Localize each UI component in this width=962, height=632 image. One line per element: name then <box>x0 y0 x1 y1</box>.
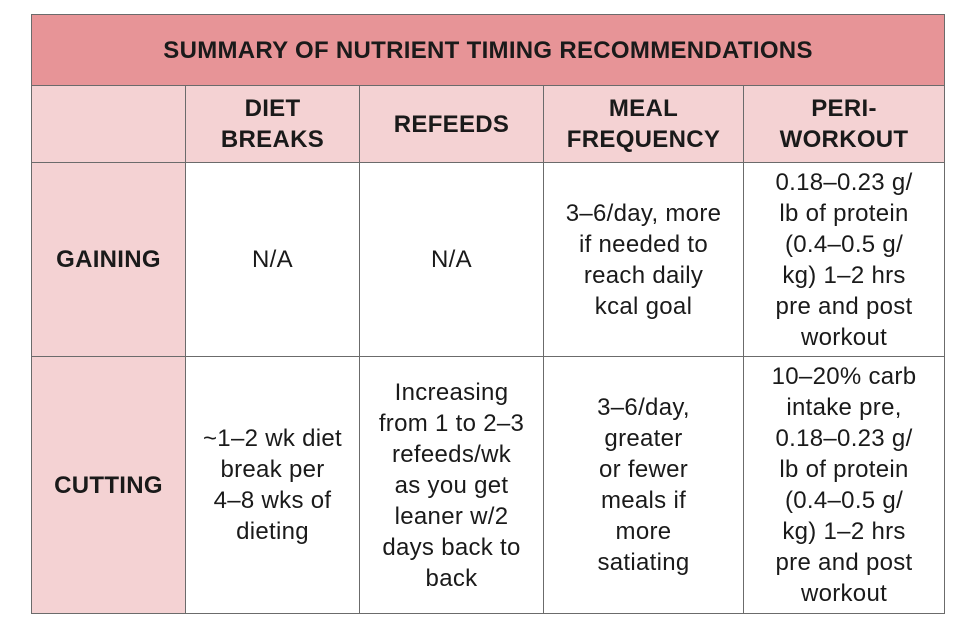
cell-text: kcal goal <box>594 292 693 320</box>
header-row: DIET BREAKS REFEEDS MEAL FREQUENCY PERI-… <box>31 85 946 163</box>
header-diet-breaks: DIET BREAKS <box>185 85 360 163</box>
header-text: REFEEDS <box>393 110 510 138</box>
table-row-cutting: CUTTING ~1–2 wk diet break per 4–8 wks o… <box>31 356 946 614</box>
nutrient-timing-table: SUMMARY OF NUTRIENT TIMING RECOMMENDATIO… <box>30 14 946 614</box>
cell-text: refeeds/wk <box>391 440 512 468</box>
cell-text: meals if <box>600 487 687 514</box>
cell-text: pre and post <box>775 549 913 576</box>
table-row-gaining: GAINING N/A N/A 3–6/day, more if needed … <box>31 162 946 357</box>
header-text: FREQUENCY <box>566 126 721 153</box>
cell-text: from 1 to 2–3 <box>378 409 525 437</box>
cell-text: (0.4–0.5 g/ <box>784 487 904 514</box>
cell-gaining-peri-workout: 0.18–0.23 g/ lb of protein (0.4–0.5 g/ k… <box>742 162 946 357</box>
cell-text: 4–8 wks of <box>213 487 332 514</box>
header-corner <box>31 85 186 163</box>
cell-text: pre and post <box>775 292 913 320</box>
cell-text: N/A <box>431 246 472 273</box>
header-text: MEAL <box>608 95 679 122</box>
cell-text: (0.4–0.5 g/ <box>784 230 904 258</box>
cell-text: more <box>615 518 672 545</box>
cell-text: days back to <box>382 533 521 561</box>
cell-text: as you get <box>394 471 509 499</box>
cell-text: 3–6/day, <box>597 394 690 421</box>
cell-text: if needed to <box>578 230 709 258</box>
cell-text: or fewer <box>598 456 689 483</box>
row-label-gaining: GAINING <box>31 162 186 357</box>
cell-text: kg) 1–2 hrs <box>782 261 906 289</box>
header-peri-workout: PERI- WORKOUT <box>742 85 946 163</box>
cell-cutting-peri-workout: 10–20% carb intake pre, 0.18–0.23 g/ lb … <box>742 356 946 614</box>
cell-text: Increasing <box>394 378 509 406</box>
cell-text: workout <box>800 323 888 351</box>
cell-gaining-meal-frequency: 3–6/day, more if needed to reach daily k… <box>543 162 744 357</box>
cell-text: 0.18–0.23 g/ <box>775 168 913 196</box>
header-text: WORKOUT <box>779 126 909 153</box>
cell-text: ~1–2 wk diet <box>202 425 343 452</box>
cell-text: break per <box>220 456 325 483</box>
cell-text: back <box>425 564 478 592</box>
cell-cutting-meal-frequency: 3–6/day, greater or fewer meals if more … <box>543 356 744 614</box>
cell-text: lb of protein <box>779 199 909 227</box>
cell-cutting-diet-breaks: ~1–2 wk diet break per 4–8 wks of dietin… <box>185 356 360 614</box>
cell-text: workout <box>800 580 888 607</box>
cell-text: reach daily <box>583 261 704 289</box>
header-text: PERI- <box>811 95 877 122</box>
cell-text: satiating <box>597 549 690 576</box>
cell-text: N/A <box>252 246 293 273</box>
table-title: SUMMARY OF NUTRIENT TIMING RECOMMENDATIO… <box>30 14 946 86</box>
cell-cutting-refeeds: Increasing from 1 to 2–3 refeeds/wk as y… <box>359 356 544 614</box>
header-refeeds: REFEEDS <box>359 85 544 163</box>
cell-text: greater <box>604 425 683 452</box>
cell-gaining-refeeds: N/A <box>359 162 544 357</box>
cell-text: intake pre, <box>786 394 902 421</box>
cell-text: leaner w/2 <box>394 502 509 530</box>
header-meal-frequency: MEAL FREQUENCY <box>543 85 744 163</box>
cell-text: dieting <box>236 518 309 545</box>
header-text: BREAKS <box>220 126 325 153</box>
row-label-cutting: CUTTING <box>31 356 186 614</box>
cell-text: kg) 1–2 hrs <box>782 518 906 545</box>
header-text: DIET <box>244 95 301 122</box>
cell-gaining-diet-breaks: N/A <box>185 162 360 357</box>
cell-text: 3–6/day, more <box>565 199 722 227</box>
cell-text: 0.18–0.23 g/ <box>775 425 913 452</box>
cell-text: lb of protein <box>779 456 909 483</box>
cell-text: 10–20% carb <box>771 363 917 390</box>
